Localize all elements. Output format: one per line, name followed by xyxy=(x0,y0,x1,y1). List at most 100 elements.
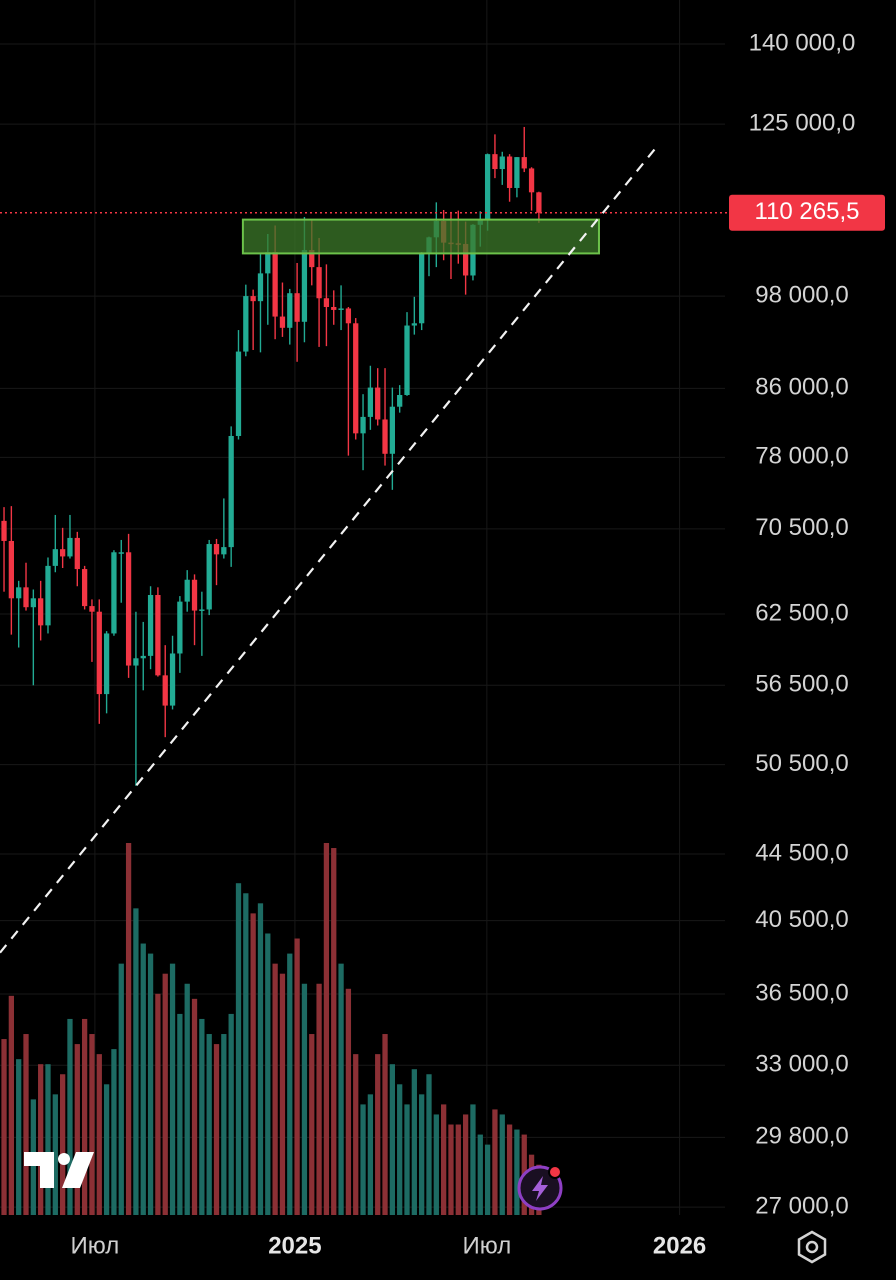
x-tick-label: Июл xyxy=(463,1232,512,1259)
settings-button[interactable] xyxy=(797,1230,827,1264)
x-tick-label: 2025 xyxy=(268,1232,321,1259)
volume-bar xyxy=(375,1054,381,1215)
volume-bar xyxy=(118,963,124,1215)
volume-bar xyxy=(45,1064,51,1215)
price-tag-label: 110 265,5 xyxy=(755,198,860,225)
candle-body xyxy=(389,406,395,454)
candle-body xyxy=(492,154,498,170)
volume-bar xyxy=(309,1034,315,1215)
y-tick-label: 56 500,0 xyxy=(755,671,848,698)
candle-body xyxy=(257,273,264,302)
volume-bar xyxy=(191,998,198,1215)
y-tick-label: 40 500,0 xyxy=(755,906,848,933)
candle-body xyxy=(528,168,535,193)
volume-bar xyxy=(279,973,286,1215)
volume-bar xyxy=(177,1013,183,1215)
volume-bar xyxy=(389,1064,395,1215)
volume-bar xyxy=(60,1074,66,1215)
volume-bar xyxy=(199,1018,205,1215)
volume-bar xyxy=(301,983,308,1215)
x-tick-label: Июл xyxy=(71,1232,120,1259)
candle-body xyxy=(499,156,505,170)
candle-body xyxy=(338,308,344,310)
volume-pane xyxy=(1,843,542,1215)
volume-bar xyxy=(287,953,293,1215)
x-tick-label: 2026 xyxy=(653,1232,706,1259)
candle-body xyxy=(301,250,308,322)
volume-bar xyxy=(250,913,256,1215)
price-zone xyxy=(241,218,600,255)
volume-bar xyxy=(338,963,344,1215)
y-tick-label: 62 500,0 xyxy=(755,599,848,626)
candle-body xyxy=(60,549,66,557)
y-tick-label: 29 800,0 xyxy=(755,1123,848,1150)
candle-body xyxy=(38,598,44,626)
volume-bar xyxy=(382,1034,388,1215)
candle-body xyxy=(23,587,29,608)
candle-body xyxy=(140,655,146,659)
flash-button[interactable] xyxy=(517,1165,563,1211)
y-tick-label: 125 000,0 xyxy=(749,109,856,136)
axes: 140 000,0 125 000,0 98 000,0 86 000,0 78 000… xyxy=(0,29,885,1259)
candle-body xyxy=(353,323,359,434)
candle-body xyxy=(294,293,300,322)
volume-bar xyxy=(147,953,154,1215)
volume-bar xyxy=(52,1094,58,1215)
volume-bar xyxy=(353,1054,359,1215)
drawings xyxy=(0,148,656,954)
candle-body xyxy=(272,252,278,317)
volume-bar xyxy=(23,1034,29,1215)
volume-bar xyxy=(426,1074,432,1215)
candle-body xyxy=(67,537,73,557)
volume-bar xyxy=(411,1069,417,1215)
volume-bar xyxy=(367,1094,374,1215)
y-tick-label: 70 500,0 xyxy=(755,514,848,541)
volume-bar xyxy=(419,1094,425,1215)
volume-bar xyxy=(265,933,271,1215)
candle-body xyxy=(169,653,176,706)
candle-body xyxy=(345,308,352,324)
volume-bar xyxy=(331,848,337,1215)
volume-bar xyxy=(360,1104,366,1215)
candle-body xyxy=(521,157,527,169)
candle-body xyxy=(1,520,7,541)
candle-body xyxy=(360,416,366,434)
candle-body xyxy=(155,594,161,676)
candle-body xyxy=(279,316,286,328)
candle-body xyxy=(228,435,234,548)
volume-bar xyxy=(257,903,264,1215)
candle-body xyxy=(125,552,132,666)
candle-body xyxy=(287,293,293,328)
volume-bar xyxy=(125,843,132,1215)
volume-bar xyxy=(140,943,146,1215)
candle-body xyxy=(411,323,417,326)
volume-bar xyxy=(455,1124,461,1215)
candle-body xyxy=(213,544,220,555)
candle-body xyxy=(506,156,513,188)
candle-body xyxy=(514,157,520,188)
volume-bar xyxy=(81,1018,88,1215)
candle-body xyxy=(199,609,205,611)
candle-body xyxy=(316,267,322,299)
y-tick-label: 33 000,0 xyxy=(755,1051,848,1078)
volume-bar xyxy=(162,973,168,1215)
volume-bar xyxy=(8,995,14,1215)
volume-bar xyxy=(169,963,176,1215)
candle-body xyxy=(206,544,212,610)
volume-bar xyxy=(74,1044,80,1215)
candle-body xyxy=(133,658,139,666)
candle-body xyxy=(323,298,330,307)
candle-body xyxy=(250,296,256,302)
candle-body xyxy=(30,598,36,608)
candle-body xyxy=(243,296,249,352)
volume-bar xyxy=(397,1084,403,1215)
candle-body xyxy=(265,252,271,274)
volume-bar xyxy=(228,1013,234,1215)
candle-body xyxy=(162,675,168,706)
volume-bar xyxy=(1,1039,7,1215)
candle-body xyxy=(118,552,124,554)
candle-body xyxy=(74,537,80,570)
y-tick-label: 140 000,0 xyxy=(749,29,856,56)
